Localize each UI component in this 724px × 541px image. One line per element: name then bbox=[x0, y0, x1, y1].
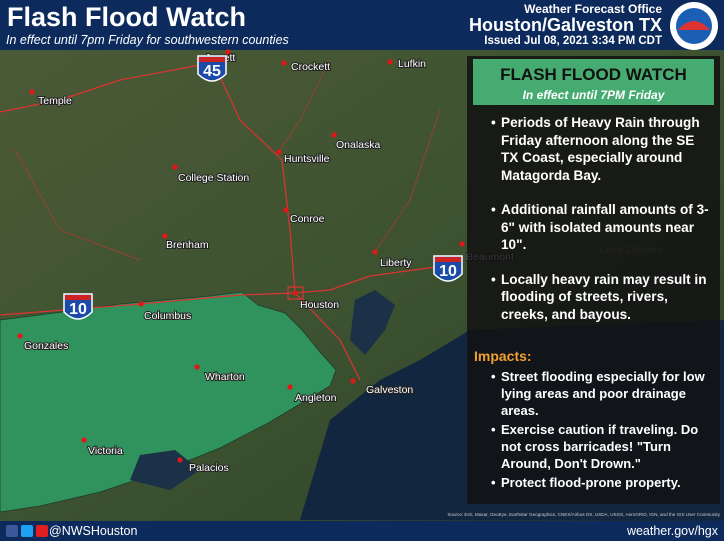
issued: Issued Jul 08, 2021 3:34 PM CDT bbox=[484, 35, 662, 47]
info-panel: FLASH FLOOD WATCH In effect until 7PM Fr… bbox=[467, 56, 720, 504]
galveston-bay bbox=[350, 290, 395, 355]
shield-shape bbox=[433, 255, 463, 282]
city-label: Temple bbox=[38, 95, 72, 107]
interstate-number: 45 bbox=[203, 63, 221, 80]
impacts-list: Street flooding especially for low lying… bbox=[491, 368, 716, 493]
footer: @NWSHouston weather.gov/hgx bbox=[0, 521, 724, 541]
city-dot bbox=[225, 49, 231, 55]
city-dot bbox=[276, 149, 282, 155]
interstate-shield: 45 bbox=[197, 55, 227, 82]
impact-item: Exercise caution if traveling. Do not cr… bbox=[491, 421, 716, 472]
location: Houston/Galveston TX bbox=[468, 15, 662, 35]
city-label: Angleton bbox=[295, 392, 337, 404]
interstate-number: 10 bbox=[69, 301, 87, 318]
city-label: Gonzales bbox=[24, 340, 68, 352]
city-dot bbox=[177, 457, 183, 463]
subtitle: In effect until 7pm Friday for southwest… bbox=[6, 33, 289, 47]
website[interactable]: weather.gov/hgx bbox=[626, 524, 718, 538]
city-dot bbox=[292, 290, 298, 296]
twitter-icon[interactable] bbox=[21, 525, 33, 537]
bullet-list: Periods of Heavy Rain through Friday aft… bbox=[491, 114, 713, 340]
impacts-title: Impacts: bbox=[474, 348, 532, 364]
bullet: Locally heavy rain may result in floodin… bbox=[491, 271, 713, 324]
roads bbox=[14, 59, 441, 261]
city-label: Palacios bbox=[189, 462, 229, 474]
city-label: Victoria bbox=[88, 445, 123, 457]
youtube-icon[interactable] bbox=[36, 525, 48, 537]
city-dot bbox=[194, 364, 200, 370]
city-label: Conroe bbox=[290, 213, 325, 225]
city-dot bbox=[162, 233, 168, 239]
city-dot bbox=[387, 59, 393, 65]
city-label: Brenham bbox=[166, 239, 209, 251]
attribution: Source: Esri, Maxar, GeoEye, Earthstar G… bbox=[447, 512, 720, 517]
city-label: Onalaska bbox=[336, 139, 381, 151]
city-label: Huntsville bbox=[284, 153, 330, 165]
title: Flash Flood Watch bbox=[7, 2, 246, 32]
shield-top bbox=[65, 295, 91, 300]
shield-shape bbox=[63, 293, 93, 320]
city-dot bbox=[17, 333, 23, 339]
city-dot bbox=[331, 132, 337, 138]
city-dot bbox=[29, 89, 35, 95]
office: Weather Forecast Office bbox=[524, 2, 662, 16]
interstate-shield: 10 bbox=[433, 255, 463, 282]
city-dot bbox=[350, 378, 356, 384]
social-handle[interactable]: @NWSHouston bbox=[49, 524, 138, 538]
city-label: Columbus bbox=[144, 310, 191, 322]
watch-area bbox=[0, 291, 337, 513]
city-label: Liberty bbox=[380, 257, 412, 269]
city-label: Galveston bbox=[366, 384, 413, 396]
facebook-icon[interactable] bbox=[6, 525, 18, 537]
city-dot bbox=[138, 301, 144, 307]
shield-top bbox=[199, 57, 225, 62]
city-dot bbox=[459, 241, 465, 247]
impact-item: Protect flood-prone property. bbox=[491, 474, 716, 491]
interstate-shield: 10 bbox=[63, 293, 93, 320]
city-label: Houston bbox=[300, 299, 339, 311]
highways bbox=[0, 54, 451, 381]
city-dot bbox=[287, 384, 293, 390]
shield-top bbox=[435, 257, 461, 262]
panel-title: FLASH FLOOD WATCH bbox=[500, 65, 687, 84]
city-label: Lufkin bbox=[398, 58, 426, 70]
city-dot bbox=[372, 249, 378, 255]
city-dot bbox=[172, 164, 178, 170]
city-label: Crockett bbox=[291, 61, 330, 73]
city-dot bbox=[283, 207, 289, 213]
city-dot bbox=[281, 60, 287, 66]
panel-subtitle: In effect until 7PM Friday bbox=[522, 88, 665, 102]
houston-loop bbox=[287, 286, 304, 300]
city-label: Wharton bbox=[205, 371, 245, 383]
bullet: Periods of Heavy Rain through Friday aft… bbox=[491, 114, 713, 184]
bullet: Additional rainfall amounts of 3-6" with… bbox=[491, 201, 713, 254]
impact-item: Street flooding especially for low lying… bbox=[491, 368, 716, 419]
city-label: College Station bbox=[178, 172, 249, 184]
interstate-number: 10 bbox=[439, 263, 457, 280]
nws-logo bbox=[670, 2, 718, 50]
city-dot bbox=[81, 437, 87, 443]
panel-header: FLASH FLOOD WATCH In effect until 7PM Fr… bbox=[473, 59, 714, 105]
shield-shape bbox=[197, 55, 227, 82]
